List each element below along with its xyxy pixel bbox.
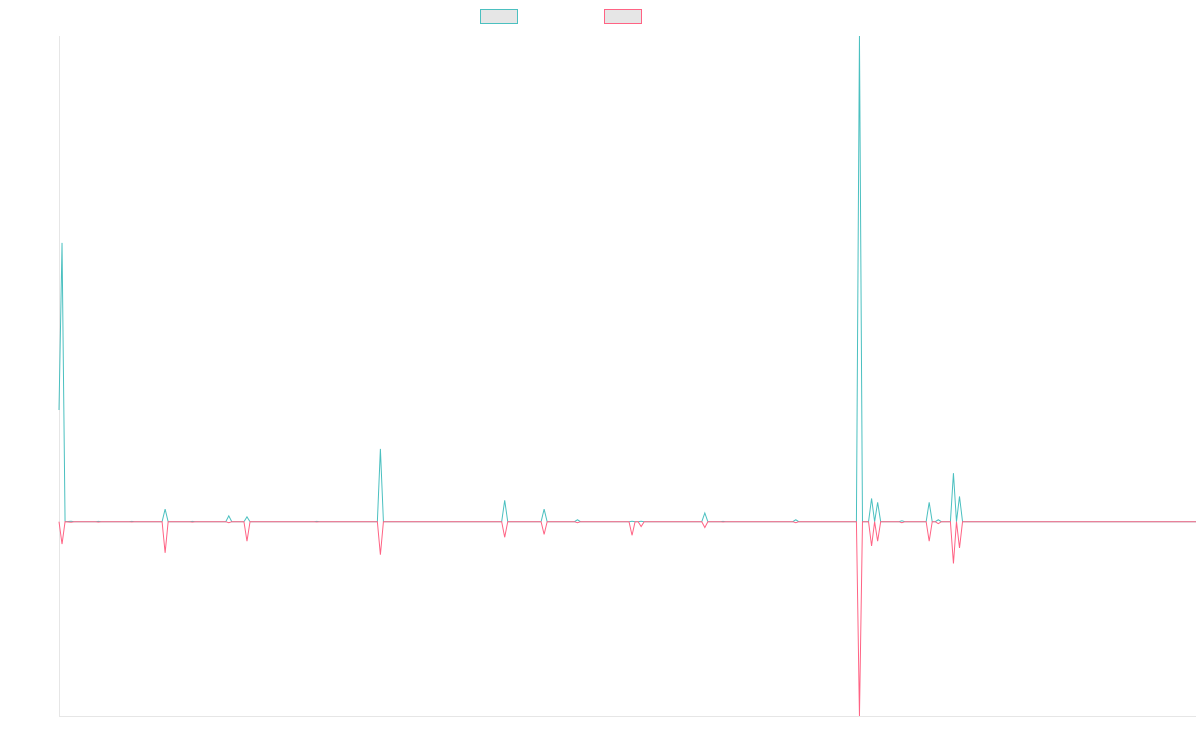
- series-line-2[interactable]: [58, 521, 1196, 717]
- series-line-1[interactable]: [58, 35, 1196, 523]
- legend-swatch-series-1[interactable]: [480, 9, 518, 24]
- legend-swatch-series-2[interactable]: [604, 9, 642, 24]
- series-layer: [58, 35, 1196, 717]
